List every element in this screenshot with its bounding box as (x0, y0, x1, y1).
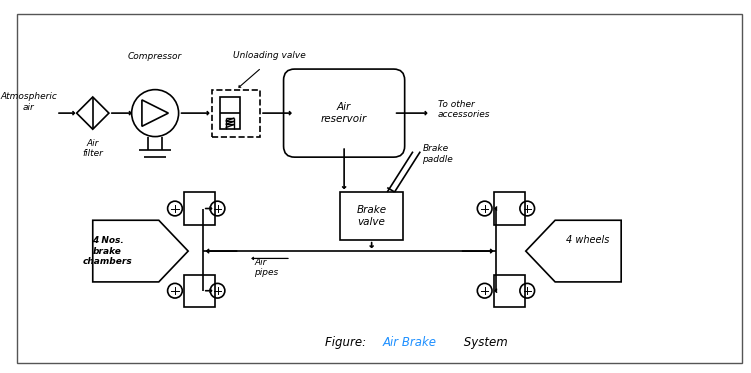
Text: Brake
valve: Brake valve (357, 205, 387, 227)
Text: Air
reservoir: Air reservoir (321, 102, 367, 124)
Text: Brake
paddle: Brake paddle (423, 144, 453, 163)
Text: To other
accessories: To other accessories (438, 100, 490, 119)
Text: Compressor: Compressor (128, 52, 182, 61)
Text: Atmospheric
air: Atmospheric air (1, 93, 57, 112)
Text: Figure:: Figure: (325, 336, 370, 349)
Text: Air
filter: Air filter (83, 139, 103, 158)
Text: 4 Nos.
brake
chambers: 4 Nos. brake chambers (83, 236, 132, 266)
Text: Air
pipes: Air pipes (254, 257, 279, 277)
Text: System: System (460, 336, 508, 349)
Text: Air Brake: Air Brake (383, 336, 436, 349)
Text: Unloading valve: Unloading valve (233, 51, 305, 60)
Text: 4 wheels: 4 wheels (566, 235, 610, 245)
